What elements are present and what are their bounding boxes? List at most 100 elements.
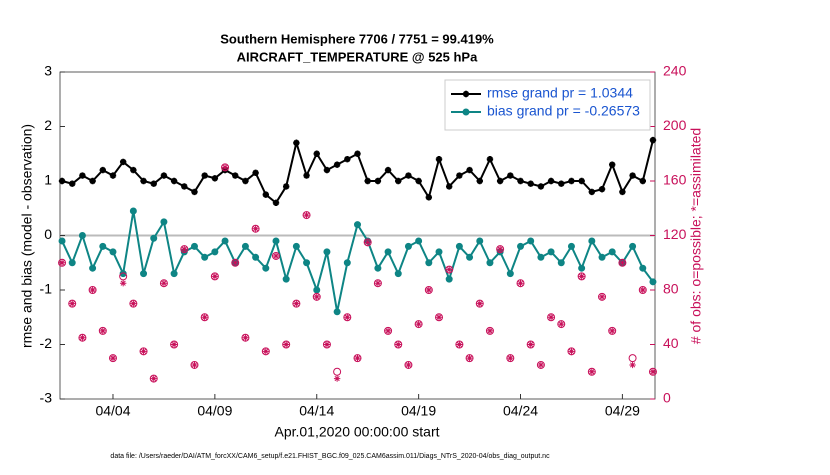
data-point <box>507 354 514 362</box>
data-point <box>649 136 657 144</box>
data-point <box>445 275 453 283</box>
data-point <box>69 300 76 307</box>
data-point <box>485 326 494 335</box>
data-point <box>526 340 535 349</box>
y2-tick-label: 240 <box>663 63 687 79</box>
data-point <box>221 163 230 172</box>
data-point <box>242 177 249 185</box>
data-point <box>140 270 148 278</box>
data-point <box>252 253 260 261</box>
data-point <box>251 224 260 233</box>
data-point <box>628 354 637 363</box>
data-point <box>435 313 444 322</box>
data-point <box>98 326 107 335</box>
data-point <box>618 258 627 267</box>
data-point <box>231 258 240 267</box>
x-axis-label: Apr.01,2020 00:00:00 start <box>274 424 439 440</box>
data-point <box>109 248 117 256</box>
data-point <box>537 183 545 190</box>
data-point <box>333 367 342 376</box>
x-tick-label: 04/24 <box>503 403 538 419</box>
data-point <box>558 320 565 328</box>
data-point <box>415 237 423 245</box>
data-point <box>598 185 606 193</box>
data-point <box>88 286 97 294</box>
data-point <box>313 286 321 294</box>
data-point <box>588 368 596 375</box>
data-point <box>558 180 565 187</box>
data-point <box>241 242 249 250</box>
data-point <box>200 313 209 322</box>
data-point <box>638 286 647 294</box>
data-point <box>649 278 657 286</box>
data-point <box>119 270 127 278</box>
data-point <box>210 272 219 281</box>
data-point <box>282 183 290 190</box>
data-point <box>517 279 524 287</box>
data-point <box>609 161 616 168</box>
data-point <box>445 265 454 274</box>
data-point <box>323 166 331 174</box>
data-point <box>445 266 453 273</box>
data-point <box>89 264 97 272</box>
data-point <box>537 361 545 369</box>
y2-tick-label: 40 <box>663 335 679 351</box>
data-point <box>242 334 249 341</box>
data-point <box>160 218 168 226</box>
data-point <box>456 172 463 179</box>
y2-axis-label: # of obs: o=possible; *=assimilated <box>688 128 704 344</box>
data-point <box>149 374 158 383</box>
data-point <box>619 259 626 266</box>
data-point <box>119 158 127 166</box>
data-point <box>221 164 229 171</box>
data-point <box>191 188 198 196</box>
data-point <box>201 253 209 261</box>
data-point <box>404 360 413 369</box>
data-point <box>405 172 412 179</box>
data-point <box>598 293 606 301</box>
data-point <box>414 320 423 329</box>
data-point <box>649 368 657 375</box>
data-point <box>475 299 484 308</box>
data-point <box>160 172 168 179</box>
data-point <box>354 221 361 229</box>
data-point <box>354 150 361 157</box>
data-point <box>109 354 117 362</box>
data-point <box>78 333 87 342</box>
data-point <box>211 273 219 280</box>
data-point <box>313 150 320 157</box>
data-point <box>405 361 412 369</box>
data-point <box>517 177 524 185</box>
data-point <box>191 361 198 369</box>
data-point <box>119 279 127 287</box>
data-point <box>465 354 474 363</box>
y-tick-label: 3 <box>44 63 52 79</box>
data-point <box>181 245 188 253</box>
data-point <box>587 367 596 376</box>
data-point <box>160 279 168 287</box>
data-point <box>588 188 596 196</box>
data-point <box>282 275 290 283</box>
data-point <box>435 314 443 321</box>
data-point <box>130 166 137 174</box>
data-point <box>159 279 168 288</box>
x-tick-label: 04/09 <box>197 403 232 419</box>
data-point <box>272 237 280 245</box>
y-tick-label: -2 <box>40 335 53 351</box>
data-point <box>344 156 351 163</box>
y-axis-label: rmse and bias (model - observation) <box>19 124 35 348</box>
data-point <box>333 308 341 316</box>
data-point <box>476 177 483 185</box>
data-point <box>190 242 198 250</box>
data-point <box>557 259 565 267</box>
data-point <box>150 180 157 187</box>
data-point <box>170 270 178 278</box>
data-point <box>262 264 270 272</box>
data-point <box>363 238 372 247</box>
data-point <box>537 253 545 261</box>
data-point <box>374 264 382 272</box>
data-point <box>333 161 341 168</box>
data-point <box>261 347 270 356</box>
data-point <box>150 375 157 382</box>
